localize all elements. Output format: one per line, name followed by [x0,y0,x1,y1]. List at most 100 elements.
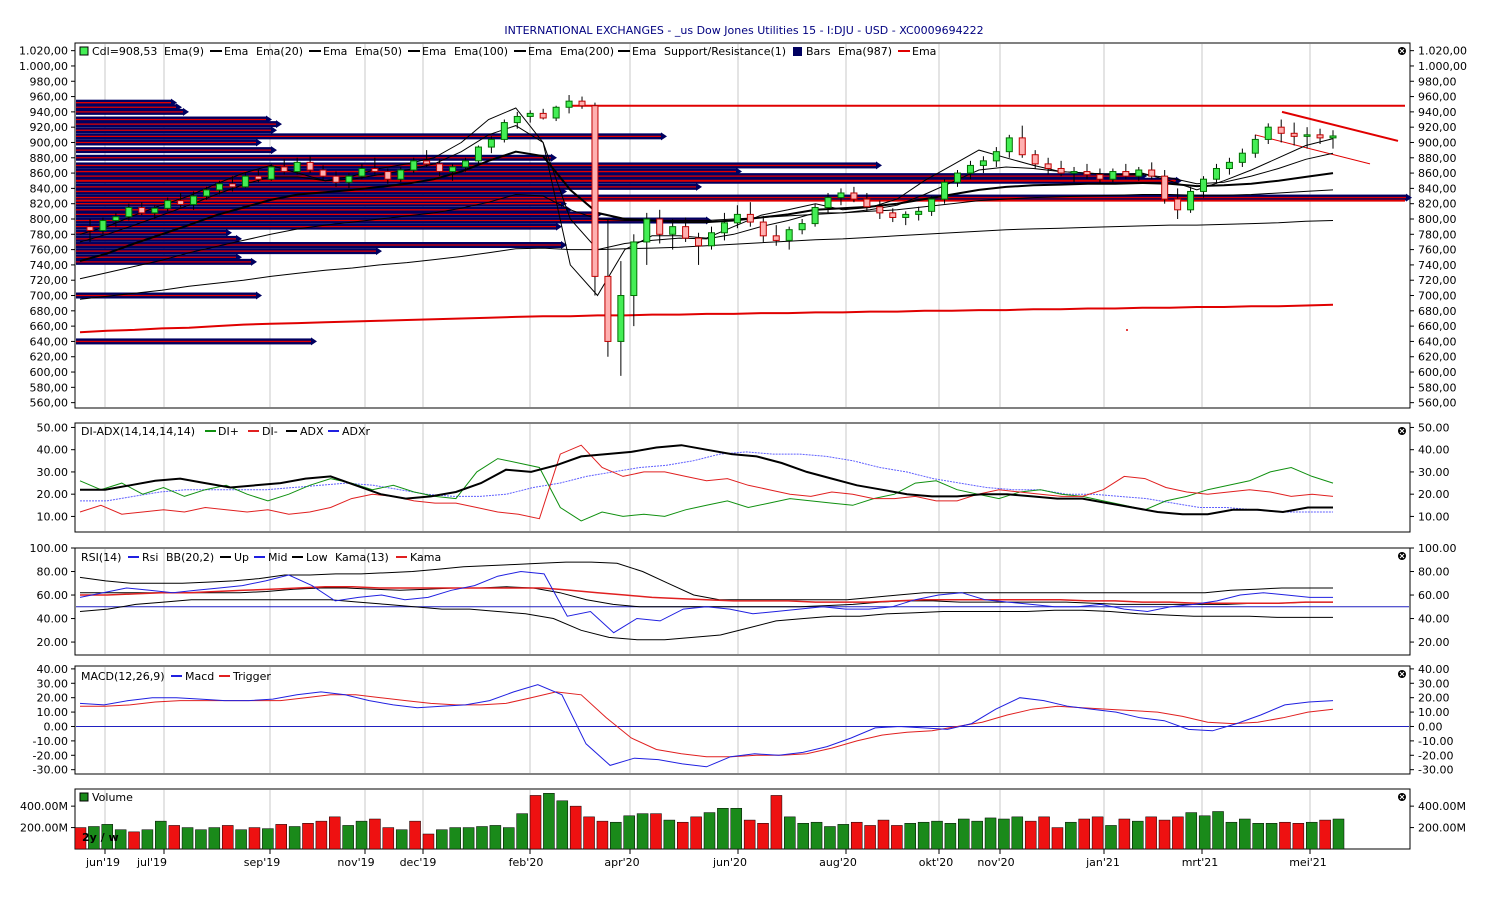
candle-body [915,210,923,215]
legend-label: Ema [632,45,656,58]
candle [1161,170,1169,204]
candle-body [332,175,340,183]
candle [449,163,457,181]
legend-label: Ema [323,45,347,58]
candle [1251,134,1259,158]
candle-body [151,207,159,214]
candle-body [449,166,457,173]
candle [591,102,599,296]
candle [151,205,159,219]
volume-bar [904,823,916,850]
candle-body [1316,134,1324,139]
price-y-label-left: 580,00 [30,381,69,394]
bb-lower-line [79,599,1333,641]
vap-bar-arrow [256,138,262,147]
candle [1057,160,1065,177]
vap-bar-arrow [183,107,189,116]
candle-body [1225,161,1233,169]
candle [695,232,703,265]
candle-body [397,169,405,180]
volume-bar [703,812,716,850]
macd-y-label-right: 40.00 [1418,663,1450,676]
candle-body [190,195,198,205]
volume-bar [1091,816,1104,850]
candle [267,163,275,181]
rsi-y-label-left: 100.00 [30,542,69,555]
adx-y-label-right: 10.00 [1418,510,1450,523]
candle-body [203,189,211,197]
adx-y-label-right: 50.00 [1418,421,1450,434]
candle [1277,119,1285,143]
volume-bar [663,819,676,850]
volume-bar [1145,816,1157,850]
macd-y-label-left: 10.00 [37,706,69,719]
price-y-label-left: 740,00 [30,259,69,272]
volume-bar [516,813,528,850]
vap-bar-arrow [376,247,382,256]
candle-body [1174,198,1182,211]
vol-y-label-right: 200.00M [1418,822,1466,835]
price-y-label-right: 960,00 [1418,91,1457,104]
legend-label: Ema(9) [164,45,204,58]
price-legend: Cdl=908,53 Ema(9) Ema Ema(20) Ema Ema(50) Ema E… [79,45,936,58]
vap-bar-arrow [661,132,667,141]
candle [941,179,949,204]
price-y-label-right: 620,00 [1418,351,1457,364]
volume-bar [650,813,662,850]
candle-body [656,218,664,235]
candle-body [876,206,884,214]
volume-bar [1212,811,1224,850]
candle [889,208,897,223]
price-y-label-left: 660,00 [30,320,69,333]
chart-title: INTERNATIONAL EXCHANGES - _us Dow Jones … [504,24,984,37]
price-y-label-left: 1.000,00 [19,60,68,73]
volume-at-price-bar [76,193,1412,202]
volume-bar [1265,823,1278,850]
volume-bar [1158,819,1171,850]
candle [798,218,806,235]
legend-label: Ema(987) [838,45,892,58]
volume-bar [610,821,622,850]
ema-line [79,303,1334,334]
candle [966,160,974,180]
candle [915,206,923,221]
price-y-label-left: 980,00 [30,75,69,88]
candle [759,215,767,242]
x-tick-label: apr'20 [604,856,639,869]
volume-bar [409,820,421,850]
volume-bar [623,815,635,850]
legend-label: Ema [912,45,936,58]
candle [1212,163,1220,184]
candle [125,203,133,221]
legend-label: Kama [410,551,441,564]
candle-body [138,207,146,214]
price-y-label-right: 580,00 [1418,381,1457,394]
price-y-label-left: 560,00 [30,397,69,410]
price-y-label-right: 800,00 [1418,213,1457,226]
x-tick-label: jan'21 [1085,856,1120,869]
price-y-label-left: 640,00 [30,335,69,348]
candle-body [371,167,379,173]
adx-y-label-left: 30.00 [37,466,69,479]
candle-body [500,122,508,140]
volume-bar [221,825,234,850]
volume-bar [1225,821,1238,850]
volume-bar [757,823,769,850]
panel-legend: MACD(12,26,9) Macd Trigger [81,670,271,683]
price-y-label-right: 760,00 [1418,244,1457,257]
candle [643,212,651,265]
candle [552,105,560,122]
candle [876,200,884,219]
vap-bar-arrow [256,291,262,300]
candle [1303,127,1311,149]
price-y-label-right: 880,00 [1418,152,1457,165]
candle-body [164,200,172,209]
trendline-resistance [1281,110,1399,142]
candle-body [824,197,832,209]
volume-bar [302,823,314,850]
vap-bar-arrow [271,146,277,155]
candle-body [228,183,236,188]
candle [99,217,107,235]
di-minus-line [79,444,1334,520]
candle [604,218,612,357]
